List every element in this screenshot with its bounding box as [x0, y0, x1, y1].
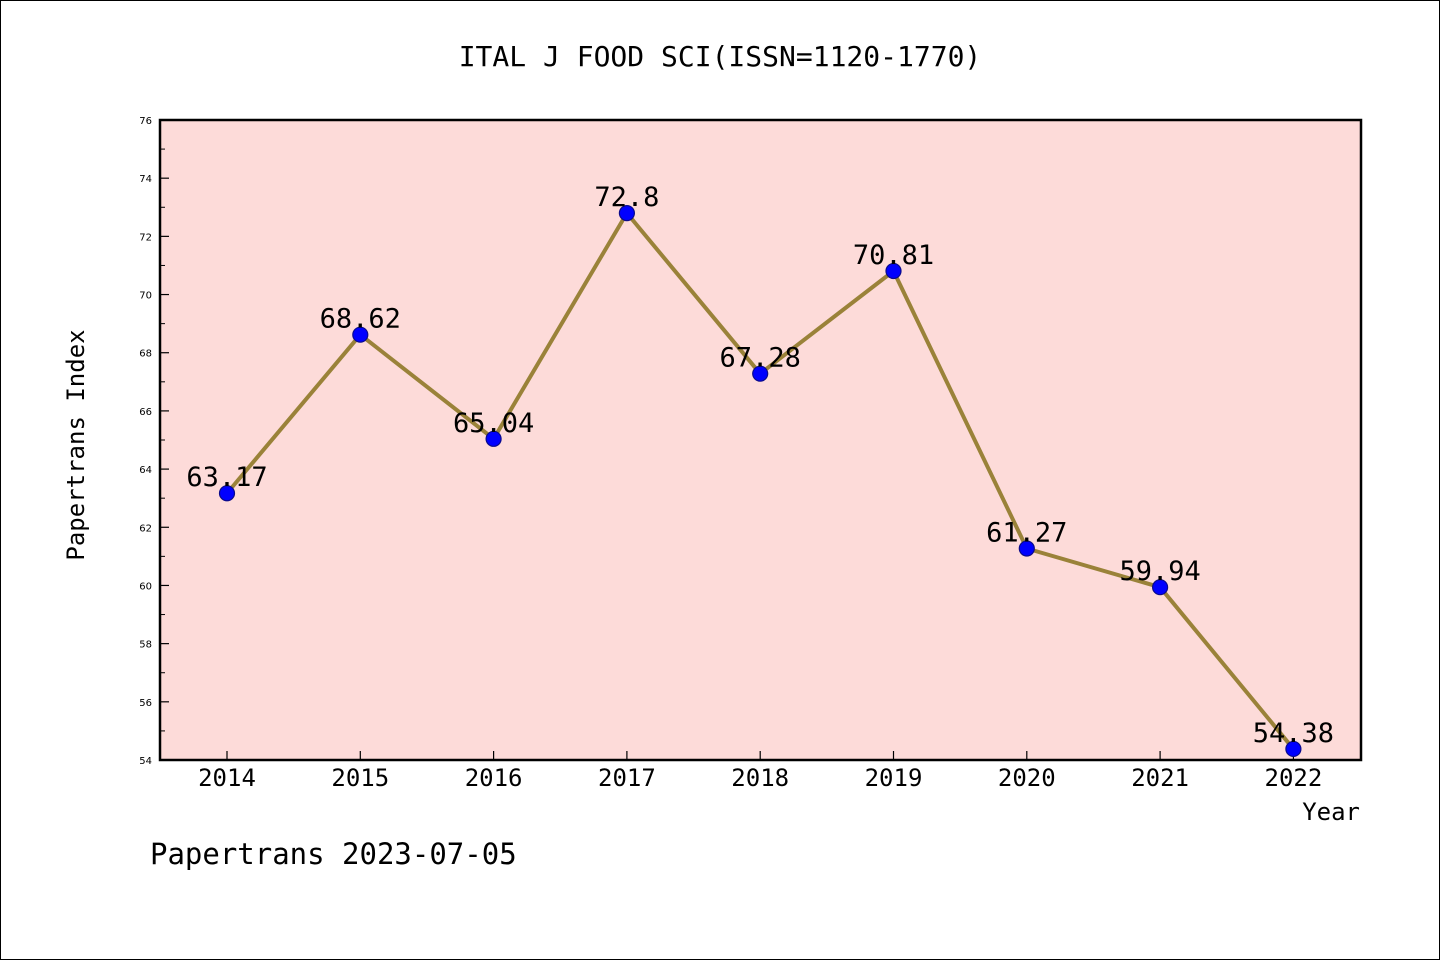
x-tick-label: 2015 [331, 764, 389, 792]
x-tick-label: 2019 [865, 764, 923, 792]
data-labels: 63.17 68.62 65.04 72.8 67.28 70.81 61.27 59.94 5… [186, 182, 1334, 749]
plot-border [158, 118, 1363, 762]
y-axis-label: Papertrans Index [62, 329, 90, 560]
data-label: 70.81 [853, 240, 934, 271]
data-label: 61.27 [986, 518, 1067, 549]
x-tick-label: 2022 [1265, 764, 1323, 792]
y-tick-label: 64 [139, 465, 152, 476]
x-axis-label: Year [1302, 798, 1360, 826]
data-point [1285, 740, 1302, 758]
y-tick-label: 56 [139, 698, 152, 709]
data-point [1151, 579, 1169, 596]
y-tick-label: 76 [139, 116, 152, 127]
data-label: 67.28 [720, 343, 801, 374]
y-axis: 54 56 58 60 62 64 66 68 70 72 74 76 [139, 116, 169, 767]
y-tick-label: 58 [139, 640, 152, 651]
data-label: 63.17 [186, 462, 267, 493]
y-tick-label: 68 [139, 349, 152, 360]
y-tick-label: 74 [139, 174, 152, 185]
x-tick-label: 2020 [998, 764, 1056, 792]
x-tick-label: 2017 [598, 764, 656, 792]
plot-area [160, 120, 1361, 760]
data-point [218, 485, 236, 502]
y-tick-label: 60 [139, 581, 152, 592]
data-point [618, 204, 636, 222]
y-tick-label: 66 [139, 407, 152, 418]
data-label: 59.94 [1119, 556, 1200, 587]
data-label: 54.38 [1253, 718, 1334, 749]
y-tick-label: 72 [139, 232, 152, 243]
x-tick-label: 2016 [465, 764, 523, 792]
data-point [885, 262, 902, 280]
x-axis: 2014 2015 2016 2017 2018 2019 2020 2021 2022 [198, 751, 1322, 792]
footer-text: Papertrans 2023-07-05 [150, 837, 517, 871]
chart-title: ITAL J FOOD SCI(ISSN=1120-1770) [459, 40, 982, 73]
series [218, 204, 1302, 758]
data-point [1018, 540, 1035, 557]
data-label: 68.62 [320, 304, 401, 335]
data-point [752, 365, 769, 382]
x-tick-label: 2014 [198, 764, 256, 792]
data-point [352, 326, 369, 343]
data-point [485, 430, 502, 447]
y-tick-label: 62 [139, 523, 152, 534]
data-label: 72.8 [594, 182, 659, 213]
y-tick-label: 54 [139, 756, 152, 767]
y-tick-label: 70 [139, 291, 152, 302]
x-tick-label: 2018 [731, 764, 789, 792]
x-tick-label: 2021 [1131, 764, 1189, 792]
data-label: 65.04 [453, 408, 534, 439]
